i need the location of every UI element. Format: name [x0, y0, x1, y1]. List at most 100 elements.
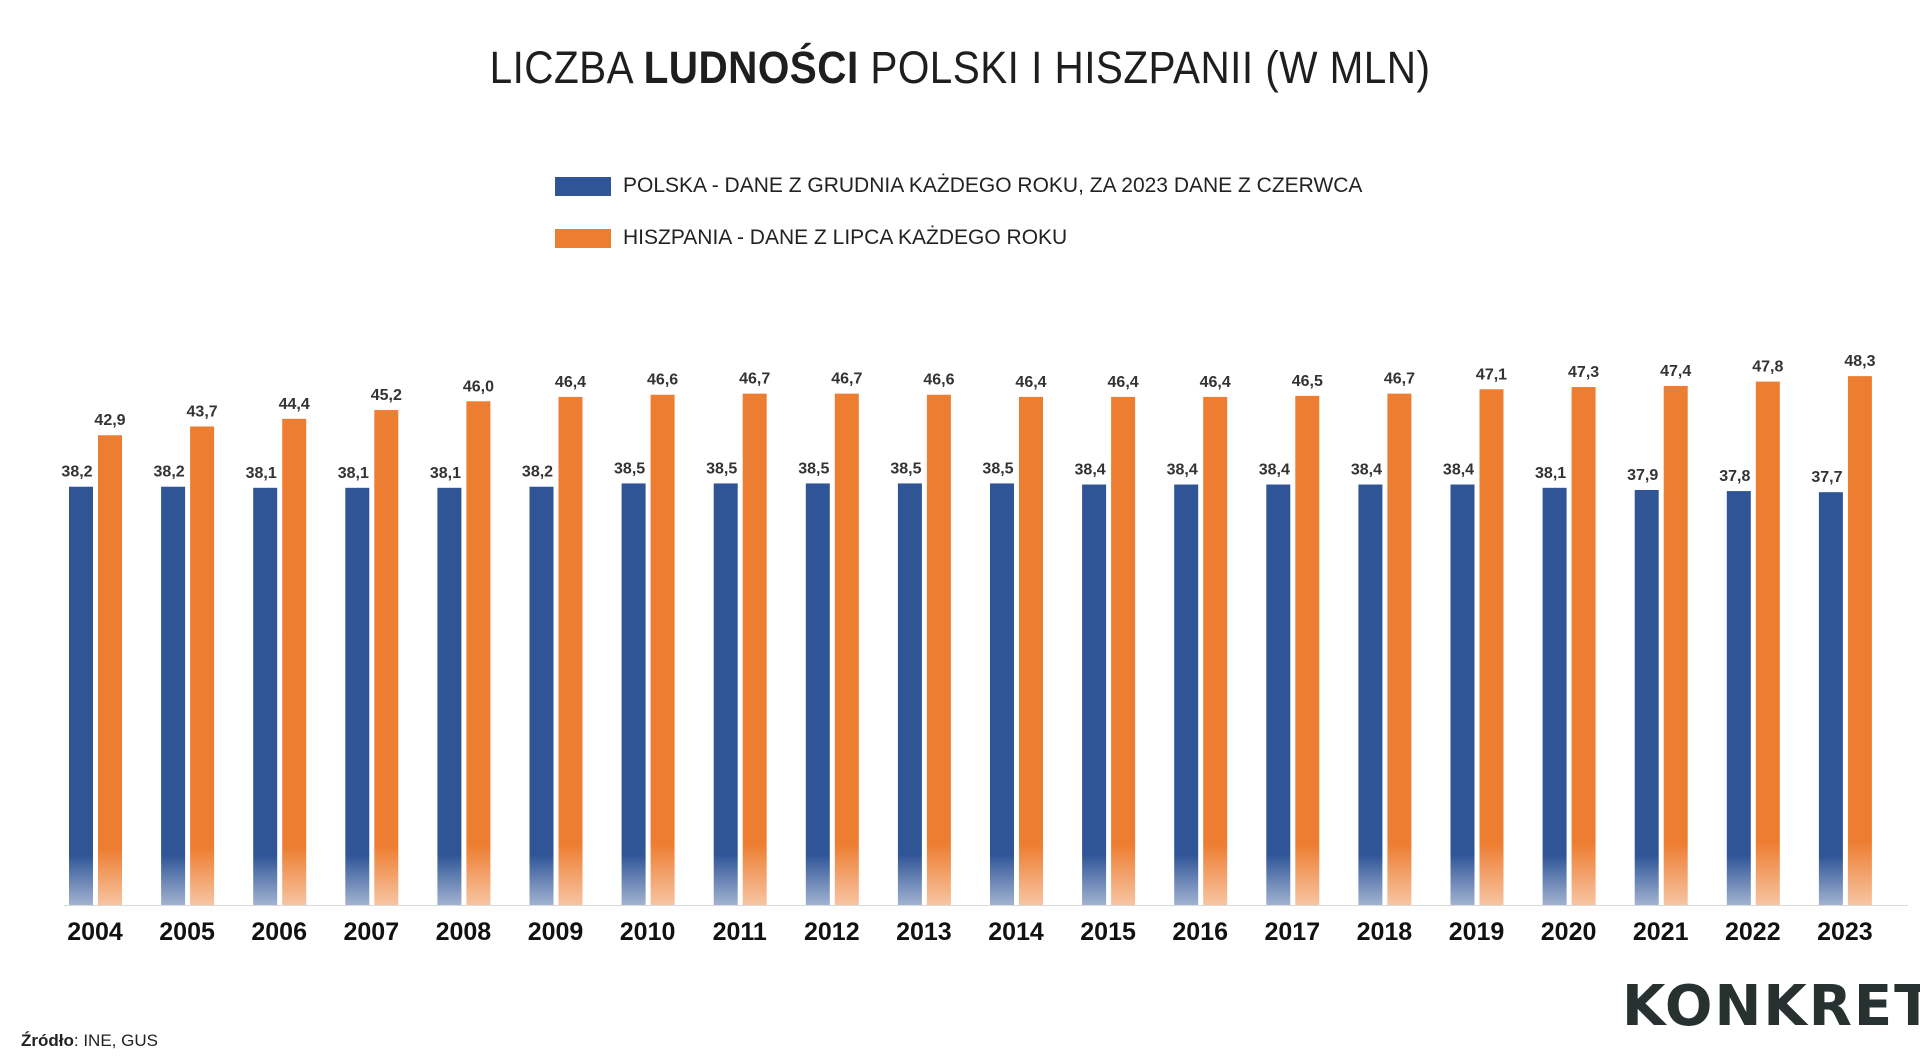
data-label: 45,2: [371, 387, 402, 404]
bar-polska-2007: [345, 487, 370, 905]
x-tick-label: 2016: [1172, 918, 1228, 946]
x-tick-label: 2006: [251, 918, 307, 946]
chart-title: LICZBA LUDNOŚCI POLSKI I HISZPANII (W ML…: [96, 42, 1824, 94]
bar-polska-2004: [69, 486, 93, 905]
bar-hiszpania-2019: [1479, 389, 1504, 905]
data-label: 46,7: [831, 371, 862, 388]
source-text: : INE, GUS: [73, 1031, 158, 1050]
legend-swatch: [555, 177, 611, 196]
bar-hiszpania-2004: [98, 435, 122, 905]
bar-polska-2014: [990, 483, 1014, 905]
bar-polska-2022: [1726, 491, 1751, 905]
bar-hiszpania-2017: [1295, 395, 1320, 905]
data-label: 37,8: [1719, 468, 1750, 485]
data-label: 46,7: [739, 371, 770, 388]
data-label: 38,5: [798, 460, 829, 477]
bar-polska-2008: [437, 487, 462, 905]
data-label: 38,4: [1075, 462, 1106, 479]
bar-hiszpania-2007: [374, 410, 399, 905]
data-label: 46,7: [1384, 371, 1415, 388]
source-note: Źródło: INE, GUS: [21, 1031, 158, 1051]
source-label: Źródło: [21, 1031, 74, 1050]
bar-polska-2020: [1542, 487, 1567, 905]
data-label: 46,4: [1200, 374, 1231, 391]
x-tick-label: 2017: [1264, 918, 1320, 946]
x-tick-label: 2018: [1357, 918, 1413, 946]
data-label: 38,5: [706, 460, 737, 477]
bar-hiszpania-2016: [1203, 396, 1228, 905]
x-tick-label: 2005: [159, 918, 215, 946]
konkret24-logo: KONKRET24: [1622, 974, 1920, 1039]
x-tick-label: 2007: [343, 918, 399, 946]
x-tick-label: 2012: [804, 918, 860, 946]
bar-polska-2021: [1634, 489, 1659, 905]
bar-hiszpania-2021: [1663, 385, 1688, 906]
bar-hiszpania-2015: [1111, 396, 1136, 905]
bar-polska-2015: [1082, 484, 1107, 905]
data-label: 46,5: [1292, 373, 1323, 390]
data-label: 38,2: [154, 464, 185, 481]
data-label: 38,4: [1167, 462, 1198, 479]
bar-polska-2019: [1450, 484, 1475, 905]
bar-hiszpania-2013: [926, 394, 951, 905]
data-label: 38,1: [338, 465, 369, 482]
data-label: 46,6: [923, 372, 954, 389]
title-part: LICZBA: [489, 42, 644, 93]
data-label: 38,5: [614, 460, 645, 477]
bar-polska-2010: [621, 483, 646, 905]
data-label: 38,1: [430, 465, 461, 482]
legend-label: HISZPANIA - DANE Z LIPCA KAŻDEGO ROKU: [623, 226, 1068, 249]
x-tick-label: 2013: [896, 918, 952, 946]
data-label: 38,5: [890, 460, 921, 477]
legend-swatch: [555, 229, 611, 248]
bar-hiszpania-2022: [1755, 381, 1780, 906]
x-tick-label: 2022: [1725, 918, 1781, 946]
x-tick-label: 2023: [1817, 918, 1873, 946]
bar-hiszpania-2009: [558, 396, 583, 905]
data-label: 38,1: [1535, 465, 1566, 482]
bar-polska-2016: [1174, 484, 1199, 905]
bar-hiszpania-2023: [1847, 376, 1872, 905]
data-label: 47,8: [1752, 359, 1783, 376]
data-label: 42,9: [94, 412, 125, 429]
x-tick-label: 2014: [988, 918, 1044, 946]
data-label: 47,1: [1476, 366, 1507, 383]
bar-polska-2023: [1818, 492, 1843, 905]
data-label: 38,4: [1443, 462, 1474, 479]
data-label: 38,4: [1259, 462, 1290, 479]
bar-polska-2012: [805, 483, 830, 905]
bar-hiszpania-2008: [466, 401, 491, 905]
x-tick-label: 2015: [1080, 918, 1136, 946]
data-label: 46,4: [555, 374, 586, 391]
x-tick-label: 2004: [67, 918, 123, 946]
x-tick-label: 2019: [1449, 918, 1505, 946]
bar-hiszpania-2020: [1571, 387, 1596, 905]
bar-hiszpania-2011: [742, 393, 767, 905]
data-label: 38,5: [982, 460, 1013, 477]
title-bold-part: LUDNOŚCI: [643, 42, 859, 93]
data-label: 38,2: [522, 464, 553, 481]
bar-polska-2018: [1358, 484, 1383, 905]
bar-hiszpania-2018: [1387, 393, 1412, 905]
x-tick-label: 2008: [436, 918, 492, 946]
bar-polska-2017: [1266, 484, 1291, 905]
data-label: 37,7: [1811, 469, 1842, 486]
data-label: 46,0: [463, 378, 494, 395]
x-tick-label: 2010: [620, 918, 676, 946]
data-label: 38,4: [1351, 462, 1382, 479]
bar-hiszpania-2012: [834, 393, 859, 905]
bar-polska-2011: [713, 483, 738, 905]
data-label: 46,4: [1108, 374, 1139, 391]
bar-hiszpania-2005: [190, 426, 215, 905]
bar-polska-2006: [253, 487, 278, 905]
bar-hiszpania-2010: [650, 394, 675, 905]
title-part: POLSKI I HISZPANII (W MLN): [858, 42, 1431, 93]
data-label: 38,1: [246, 465, 277, 482]
data-label: 46,6: [647, 372, 678, 389]
data-label: 46,4: [1015, 374, 1046, 391]
bar-polska-2005: [161, 486, 186, 905]
data-label: 37,9: [1627, 467, 1658, 484]
data-label: 44,4: [279, 396, 310, 413]
legend-label: POLSKA - DANE Z GRUDNIA KAŻDEGO ROKU, ZA…: [623, 174, 1363, 197]
